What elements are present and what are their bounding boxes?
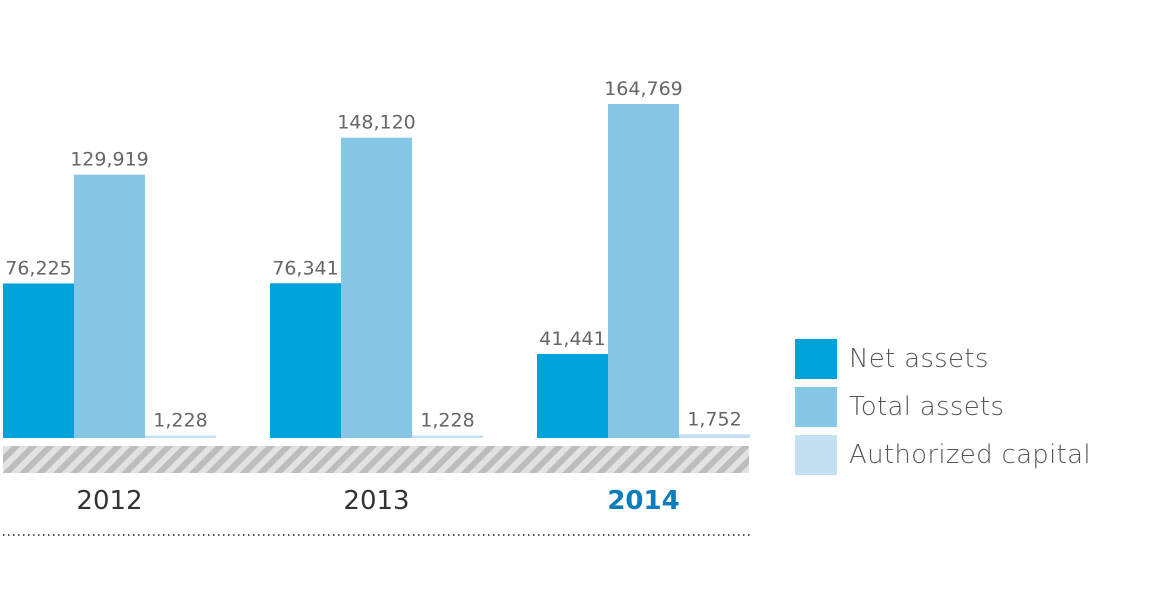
value-label-2014-authorized-capital: 1,752 [687,408,741,430]
value-label-2012-authorized-capital: 1,228 [153,410,207,432]
value-label-2013-authorized-capital: 1,228 [420,410,474,432]
value-label-2014-total-assets: 164,769 [604,78,683,100]
axis-hatched-band [3,446,749,473]
legend: Net assets Total assets Authorized capit… [795,339,1091,483]
value-label-2013-total-assets: 148,120 [337,112,416,134]
bar-2013-total-assets [341,137,412,439]
value-label-2012-net-assets: 76,225 [5,257,71,279]
category-label-2013: 2013 [343,486,409,516]
legend-item-total-assets: Total assets [795,387,1091,427]
bar-2013-authorized-capital [412,435,483,438]
category-label-2014: 2014 [607,486,679,516]
bar-2014-net-assets [537,353,608,438]
bar-2012-total-assets [74,174,145,439]
bar-2012-net-assets [3,283,74,438]
bar-2014-authorized-capital [679,434,750,438]
legend-swatch-authorized-capital [795,435,837,475]
legend-label-total-assets: Total assets [849,392,1005,422]
value-label-2013-net-assets: 76,341 [272,257,338,279]
category-labels-layer: 2012 2013 2014 [76,486,679,516]
value-label-2012-total-assets: 129,919 [70,149,149,171]
legend-label-authorized-capital: Authorized capital [849,440,1091,470]
legend-item-authorized-capital: Authorized capital [795,435,1091,475]
bar-2013-net-assets [270,283,341,438]
category-label-2012: 2012 [76,486,142,516]
legend-item-net-assets: Net assets [795,339,1091,379]
value-label-2014-net-assets: 41,441 [539,328,605,350]
bar-chart: 76,225 129,919 1,228 76,341 148,120 1,228 41,4… [3,78,752,536]
legend-swatch-total-assets [795,387,837,427]
legend-swatch-net-assets [795,339,837,379]
value-labels-layer: 76,225 129,919 1,228 76,341 148,120 1,228 41,4… [5,78,741,432]
legend-label-net-assets: Net assets [849,344,989,374]
bars-layer [3,104,750,439]
bar-2014-total-assets [608,104,679,438]
bar-2012-authorized-capital [145,435,216,438]
